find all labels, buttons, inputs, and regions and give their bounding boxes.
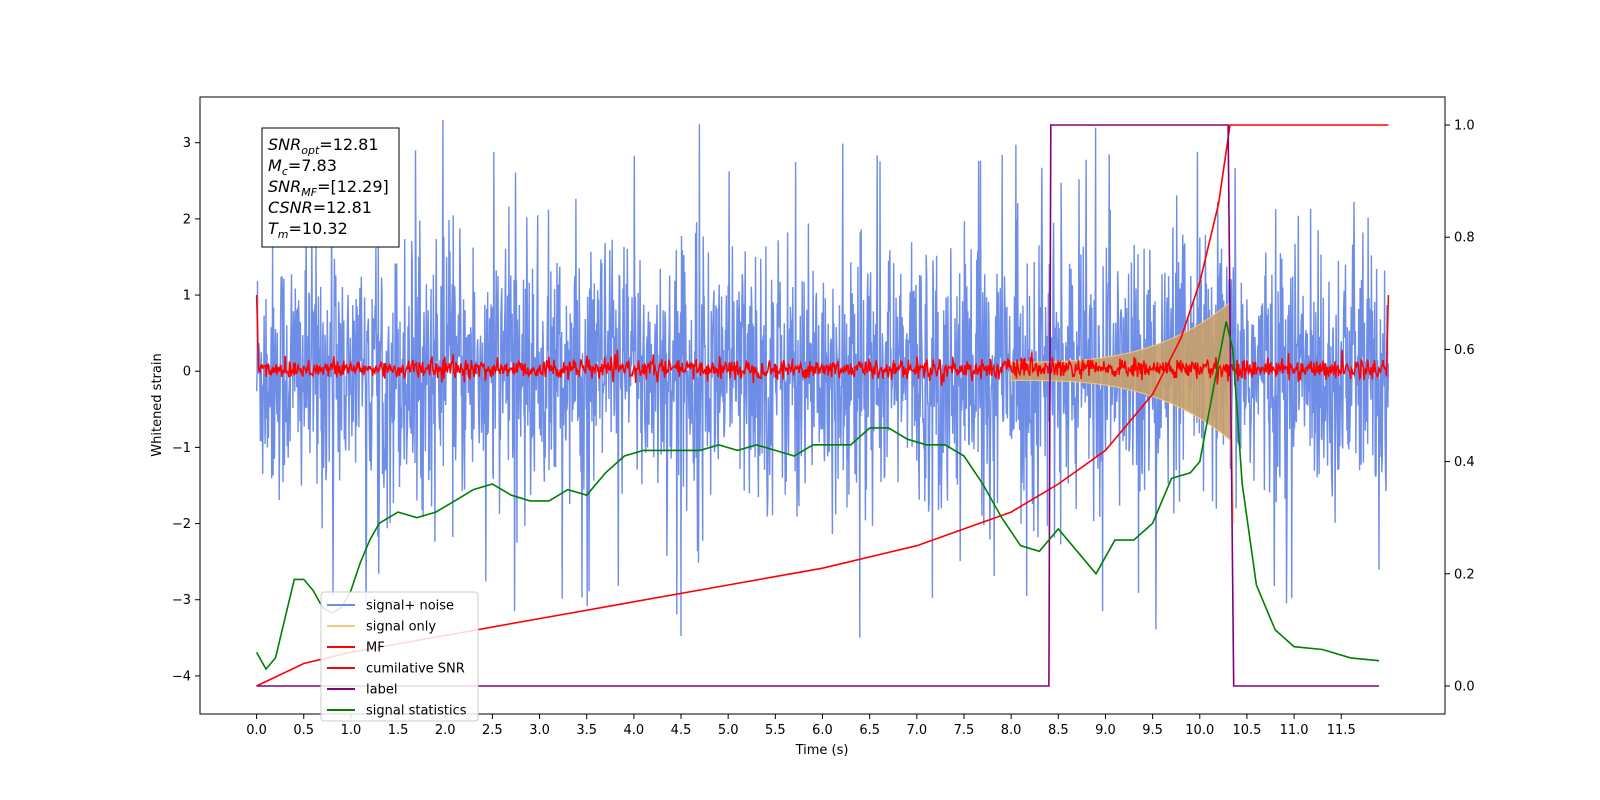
annotation-symbol: CSNR xyxy=(268,198,313,217)
x-tick-label: 6.0 xyxy=(812,723,833,738)
x-tick-label: 6.5 xyxy=(859,723,880,738)
annotation-box: SNRopt=12.81Mc=7.83SNRMF=[12.29]CSNR=12.… xyxy=(261,127,400,248)
annotation-line: Tm=10.32 xyxy=(268,219,348,241)
annotation-subscript: opt xyxy=(301,144,320,157)
y-right-tick-label: 0.8 xyxy=(1454,231,1475,246)
annotation-value: =10.32 xyxy=(289,219,348,238)
y-right-tick-label: 0.6 xyxy=(1454,343,1475,358)
y-left-tick-label: 3 xyxy=(183,136,191,151)
y-left-tick-label: −3 xyxy=(172,593,191,608)
annotation-subscript: c xyxy=(282,165,288,178)
series-mf xyxy=(255,294,1390,387)
annotation-value: =[12.29] xyxy=(317,177,389,196)
annotation-symbol: T xyxy=(268,219,279,238)
legend: signal+ noise signal only MF cumilative SNR… xyxy=(320,591,479,722)
x-tick-label: 8.5 xyxy=(1048,723,1069,738)
y-left-tick-label: 0 xyxy=(183,365,191,380)
legend-frame xyxy=(320,591,479,722)
x-tick-label: 10.0 xyxy=(1185,723,1214,738)
x-tick-label: 8.0 xyxy=(1001,723,1022,738)
x-tick-label: 0.5 xyxy=(293,723,314,738)
annotation-value: =7.83 xyxy=(288,156,337,175)
legend-label: MF xyxy=(366,641,385,656)
y-left-tick-label: 1 xyxy=(183,289,191,304)
legend-label: signal statistics xyxy=(366,704,467,719)
series-label xyxy=(256,124,1379,687)
y-right-tick-label: 0.0 xyxy=(1454,679,1475,694)
annotation-symbol: SNR xyxy=(268,177,301,196)
x-tick-label: 9.0 xyxy=(1095,723,1116,738)
y-right-tick-label: 0.4 xyxy=(1454,455,1475,470)
annotation-symbol: M xyxy=(268,156,282,175)
x-tick-label: 0.0 xyxy=(246,723,267,738)
x-tick-label: 10.5 xyxy=(1232,723,1261,738)
series-signal-statistics xyxy=(255,321,1380,671)
annotation-line: SNRopt=12.81 xyxy=(268,135,379,157)
y-left-tick-label: −2 xyxy=(172,517,191,532)
x-tick-label: 5.0 xyxy=(718,723,739,738)
x-tick-label: 7.5 xyxy=(954,723,975,738)
legend-label: signal+ noise xyxy=(366,599,454,614)
annotation-line: SNRMF=[12.29] xyxy=(268,177,389,199)
x-tick-label: 2.5 xyxy=(482,723,503,738)
annotation-symbol: SNR xyxy=(268,135,301,154)
series-signal-noise xyxy=(255,119,1390,638)
annotation-line: CSNR=12.81 xyxy=(268,198,372,217)
annotation-frame xyxy=(261,127,400,248)
x-tick-label: 3.0 xyxy=(529,723,550,738)
x-tick-label: 3.5 xyxy=(576,723,597,738)
annotation-subscript: MF xyxy=(301,186,317,199)
x-tick-label: 4.5 xyxy=(671,723,692,738)
y-right-tick-label: 0.2 xyxy=(1454,567,1475,582)
x-tick-label: 2.0 xyxy=(435,723,456,738)
legend-label: label xyxy=(366,683,397,698)
annotation-value: =12.81 xyxy=(319,135,378,154)
y-axis-label: Whitened strain xyxy=(150,353,165,456)
x-tick-label: 7.0 xyxy=(906,723,927,738)
annotation-line: Mc=7.83 xyxy=(268,156,337,178)
x-tick-label: 5.5 xyxy=(765,723,786,738)
x-tick-label: 4.0 xyxy=(624,723,645,738)
y-left-tick-label: 2 xyxy=(183,212,191,227)
x-tick-label: 1.5 xyxy=(388,723,409,738)
x-tick-label: 11.0 xyxy=(1280,723,1309,738)
legend-label: signal only xyxy=(366,620,436,635)
annotation-subscript: m xyxy=(278,228,289,241)
annotation-value: =12.81 xyxy=(313,198,372,217)
y-right-tick-label: 1.0 xyxy=(1454,119,1475,134)
x-axis-label: Time (s) xyxy=(795,743,849,758)
x-tick-label: 1.0 xyxy=(341,723,362,738)
y-left-tick-label: −1 xyxy=(172,441,191,456)
y-left-tick-label: −4 xyxy=(172,669,191,684)
legend-label: cumilative SNR xyxy=(366,662,465,677)
x-tick-label: 11.5 xyxy=(1327,723,1356,738)
x-tick-label: 9.5 xyxy=(1142,723,1163,738)
